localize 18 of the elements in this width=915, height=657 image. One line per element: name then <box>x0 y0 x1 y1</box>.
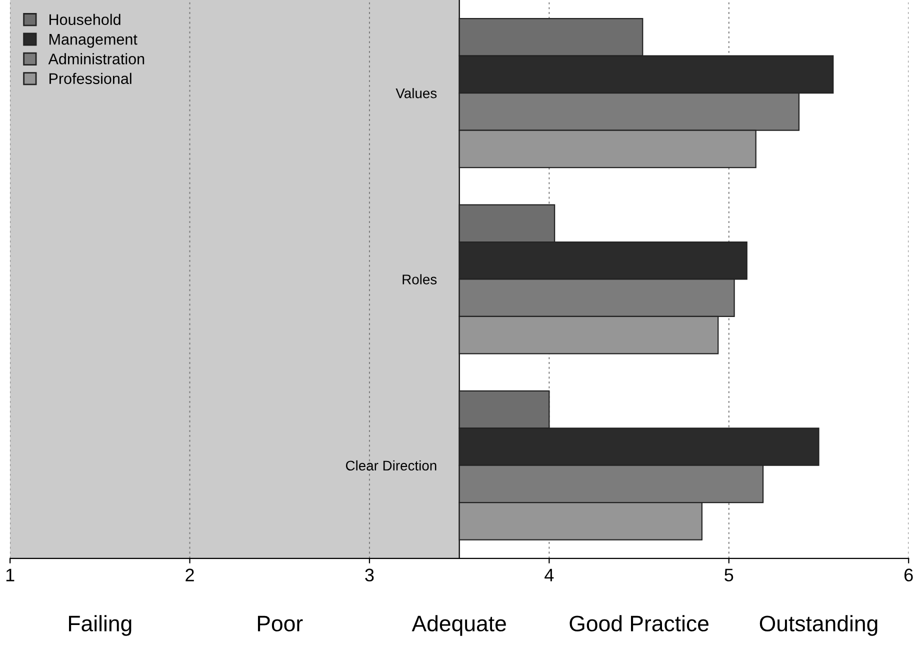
x-tick-label: 2 <box>186 568 194 582</box>
text: Poor <box>258 616 303 632</box>
text: Adequate <box>412 615 506 636</box>
text: Outstanding <box>760 615 878 636</box>
text: Good Practice <box>570 615 708 632</box>
x-tick-label: 1 <box>6 568 14 582</box>
legend-label: Professional <box>50 72 132 84</box>
text: Failing <box>69 615 132 636</box>
y-tick-label: Roles <box>402 274 437 284</box>
legend-label: Household <box>50 14 120 26</box>
y-tick-label: Clear Direction <box>346 460 436 471</box>
y-tick-label: Values <box>396 88 437 98</box>
legend-label: Management <box>50 34 138 48</box>
legend-label: Administration <box>48 53 144 64</box>
x-tick-label: 3 <box>365 568 374 582</box>
x-tick-label: 6 <box>904 568 913 582</box>
x-tick-label: 5 <box>724 568 734 582</box>
x-tick-label: 4 <box>544 568 554 582</box>
